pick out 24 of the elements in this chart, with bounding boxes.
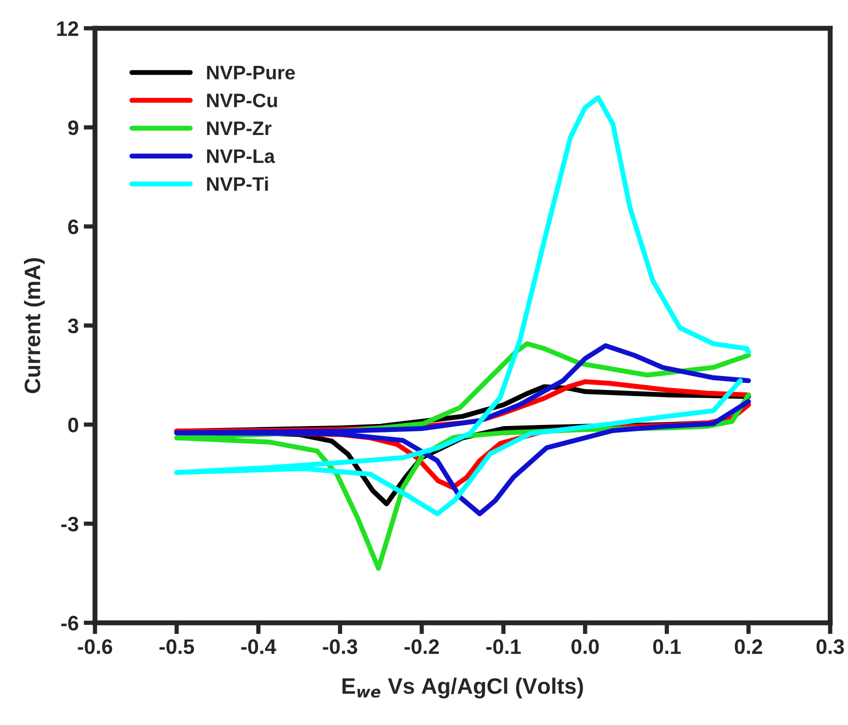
x-tick-label: 0.3 (816, 639, 844, 654)
x-tick-label: -0.4 (241, 639, 276, 654)
x-tick-label: -0.6 (78, 639, 112, 654)
legend-label: NVP-Cu (207, 94, 277, 108)
legend-label: NVP-La (207, 149, 276, 164)
x-tick-label: 0.2 (734, 639, 762, 654)
y-tick-label: -3 (61, 516, 78, 532)
y-tick-label: 9 (68, 120, 78, 136)
y-tick-label: 0 (68, 418, 78, 432)
legend-label: NVP-Zr (207, 122, 272, 136)
x-tick-label: 0.1 (653, 639, 681, 654)
y-tick-label: 6 (68, 219, 78, 234)
y-tick-label: -6 (61, 616, 78, 631)
x-tick-label: -0.1 (486, 639, 521, 654)
y-tick-label: 3 (68, 318, 78, 334)
legend-label: NVP-Ti (207, 176, 268, 191)
x-tick-label: -0.3 (322, 639, 358, 654)
y-axis-title: Current (mA) (24, 258, 45, 394)
x-tick-label: -0.5 (160, 639, 194, 654)
legend-label: NVP-Pure (207, 66, 295, 80)
x-tick-label: -0.2 (404, 639, 439, 654)
y-tick-label: 12 (57, 21, 78, 36)
x-tick-label: 0.0 (571, 639, 599, 654)
x-axis-title: E$_{we}$ Vs Ag/AgCl (Volts) (342, 678, 583, 698)
